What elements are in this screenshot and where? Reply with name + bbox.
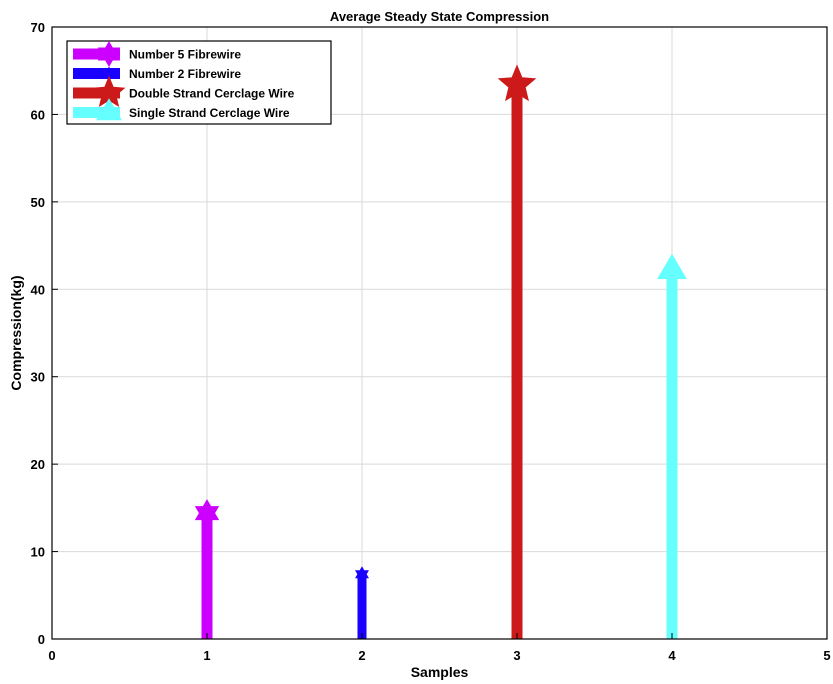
x-tick-label: 5 bbox=[823, 648, 830, 663]
stem-marker-sample-3 bbox=[497, 64, 537, 102]
legend-swatch-marker bbox=[96, 98, 122, 121]
legend-label: Number 5 Fibrewire bbox=[129, 48, 241, 62]
stem-marker-sample-1 bbox=[194, 499, 220, 528]
y-tick-label: 60 bbox=[31, 107, 45, 122]
stem-marker-sample-4 bbox=[657, 253, 687, 280]
x-tick-label: 0 bbox=[48, 648, 55, 663]
y-tick-label: 0 bbox=[38, 632, 45, 647]
y-tick-label: 10 bbox=[31, 545, 45, 560]
x-tick-label: 3 bbox=[513, 648, 520, 663]
legend: Number 5 Fibrewire Number 2 Fibrewire Doub… bbox=[66, 40, 332, 125]
y-tick-label: 70 bbox=[31, 20, 45, 35]
y-tick-label: 20 bbox=[31, 457, 45, 472]
stem-marker-sample-2 bbox=[355, 566, 369, 583]
x-tick-label: 2 bbox=[358, 648, 365, 663]
x-tick-label: 4 bbox=[668, 648, 676, 663]
y-tick-label: 30 bbox=[31, 370, 45, 385]
chart-title: Average Steady State Compression bbox=[330, 9, 549, 24]
legend-label: Double Strand Cerclage Wire bbox=[129, 87, 295, 101]
x-axis-label: Samples bbox=[411, 664, 469, 680]
axes-box bbox=[51, 26, 828, 640]
legend-label: Number 2 Fibrewire bbox=[129, 67, 241, 81]
legend-swatch-marker bbox=[97, 41, 121, 67]
x-tick-label: 1 bbox=[203, 648, 210, 663]
y-axis-label: Compression(kg) bbox=[8, 275, 24, 390]
stems bbox=[194, 64, 687, 639]
y-tick-label: 50 bbox=[31, 195, 45, 210]
legend-label: Single Strand Cerclage Wire bbox=[129, 106, 290, 120]
y-tick-label: 40 bbox=[31, 282, 45, 297]
